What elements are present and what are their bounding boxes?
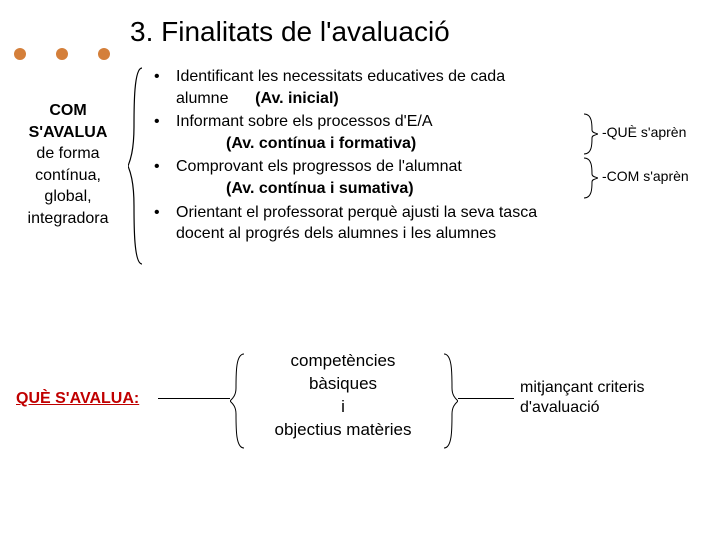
side-tag-que: -QUÈ s'aprèn [602,124,686,140]
dot-icon [98,48,110,60]
criteria-line: d'avaluació [520,398,644,418]
bullet-mark-icon: • [150,156,176,199]
bullet-text: Informant sobre els processos d'E/A [176,113,433,130]
connector-line [158,398,230,399]
left-label-line: contínua, [8,165,128,187]
left-label-line: global, [8,186,128,208]
center-block: competències bàsiques i objectius matèri… [248,350,438,442]
criteria-line: mitjançant criteris [520,378,644,398]
bullet-text: Identificant les necessitats educatives … [176,68,505,85]
center-line: i [248,396,438,419]
center-line: competències [248,350,438,373]
dot-icon [56,48,68,60]
que-savalua-label: QUÈ S'AVALUA: [16,390,139,408]
bullet-item: • Identificant les necessitats educative… [150,66,700,109]
bullet-bold: (Av. contínua i formativa) [226,135,416,152]
brace-left-icon [128,66,148,266]
bullet-list: • Identificant les necessitats educative… [150,66,700,247]
brace-center-left-icon [230,352,248,450]
left-label-line: COM [49,102,86,119]
bullet-text: Comprovant els progressos de l'alumnat [176,158,462,175]
bullet-text: alumne [176,90,228,107]
brace-center-right-icon [440,352,458,450]
bullet-text: Orientant el professorat perquè ajusti l… [176,204,537,221]
bullet-item: • Orientant el professorat perquè ajusti… [150,202,700,245]
bullet-text: docent al progrés dels alumnes i les alu… [176,225,496,242]
bullet-bold: (Av. contínua i sumativa) [226,180,414,197]
bullet-mark-icon: • [150,66,176,109]
brace-small-icon [582,112,598,156]
brace-small-icon [582,156,598,200]
slide-title: 3. Finalitats de l'avaluació [130,16,450,48]
center-line: bàsiques [248,373,438,396]
dot-icon [14,48,26,60]
left-label-line: de forma [8,143,128,165]
center-line: objectius matèries [248,419,438,442]
left-label-line: S'AVALUA [29,124,108,141]
criteria-text: mitjançant criteris d'avaluació [520,378,644,418]
side-tag-com: -COM s'aprèn [602,168,689,184]
decorative-dots [14,48,110,60]
connector-line [458,398,514,399]
left-label-block: COM S'AVALUA de forma contínua, global, … [8,100,128,230]
left-label-line: integradora [8,208,128,230]
bullet-mark-icon: • [150,111,176,154]
bullet-bold: (Av. inicial) [255,90,339,107]
bullet-mark-icon: • [150,202,176,245]
